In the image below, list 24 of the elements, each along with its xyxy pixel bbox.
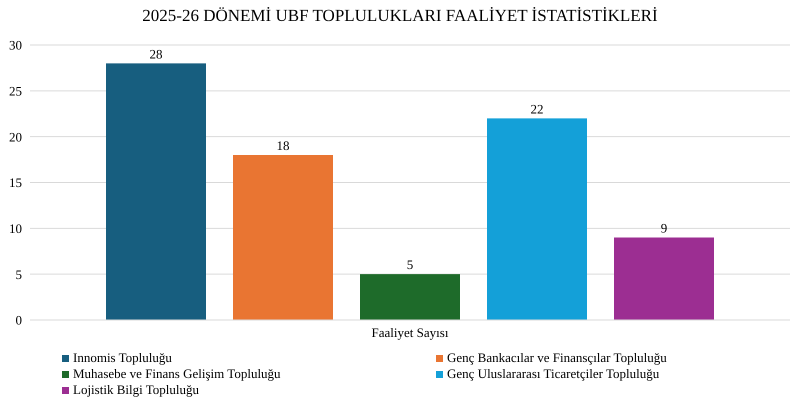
data-label: 28 — [150, 46, 162, 62]
y-tick-label: 15 — [9, 175, 22, 190]
legend-label: Innomis Topluluğu — [73, 350, 172, 366]
chart-title: 2025-26 DÖNEMİ UBF TOPLULUKLARI FAALİYET İSTATİSTİKLERİ — [141, 6, 659, 26]
bar — [106, 63, 206, 320]
y-tick-label: 20 — [9, 129, 22, 144]
y-tick-label: 30 — [9, 38, 22, 53]
bar — [614, 238, 714, 320]
data-label: 22 — [530, 101, 544, 116]
bar — [360, 274, 460, 320]
y-tick-label: 5 — [16, 266, 22, 282]
legend-label: Lojistik Bilgi Topluluğu — [73, 382, 199, 398]
bar — [487, 118, 587, 320]
legend-label: Genç Uluslararası Ticaretçiler Topluluğu — [447, 366, 660, 382]
y-tick-label: 0 — [16, 312, 22, 328]
legend-label: Muhasebe ve Finans Gelişim Topluluğu — [73, 366, 281, 382]
data-label: 5 — [406, 257, 414, 272]
legend-label: Genç Bankacılar ve Finansçılar Topluluğu — [447, 350, 667, 366]
data-label: 18 — [276, 138, 290, 153]
y-tick-label: 10 — [9, 220, 22, 236]
y-tick-label: 25 — [9, 83, 22, 98]
data-label: 9 — [660, 220, 668, 236]
bar — [233, 155, 333, 320]
x-tick-label: Faaliyet Sayısı — [372, 325, 449, 340]
